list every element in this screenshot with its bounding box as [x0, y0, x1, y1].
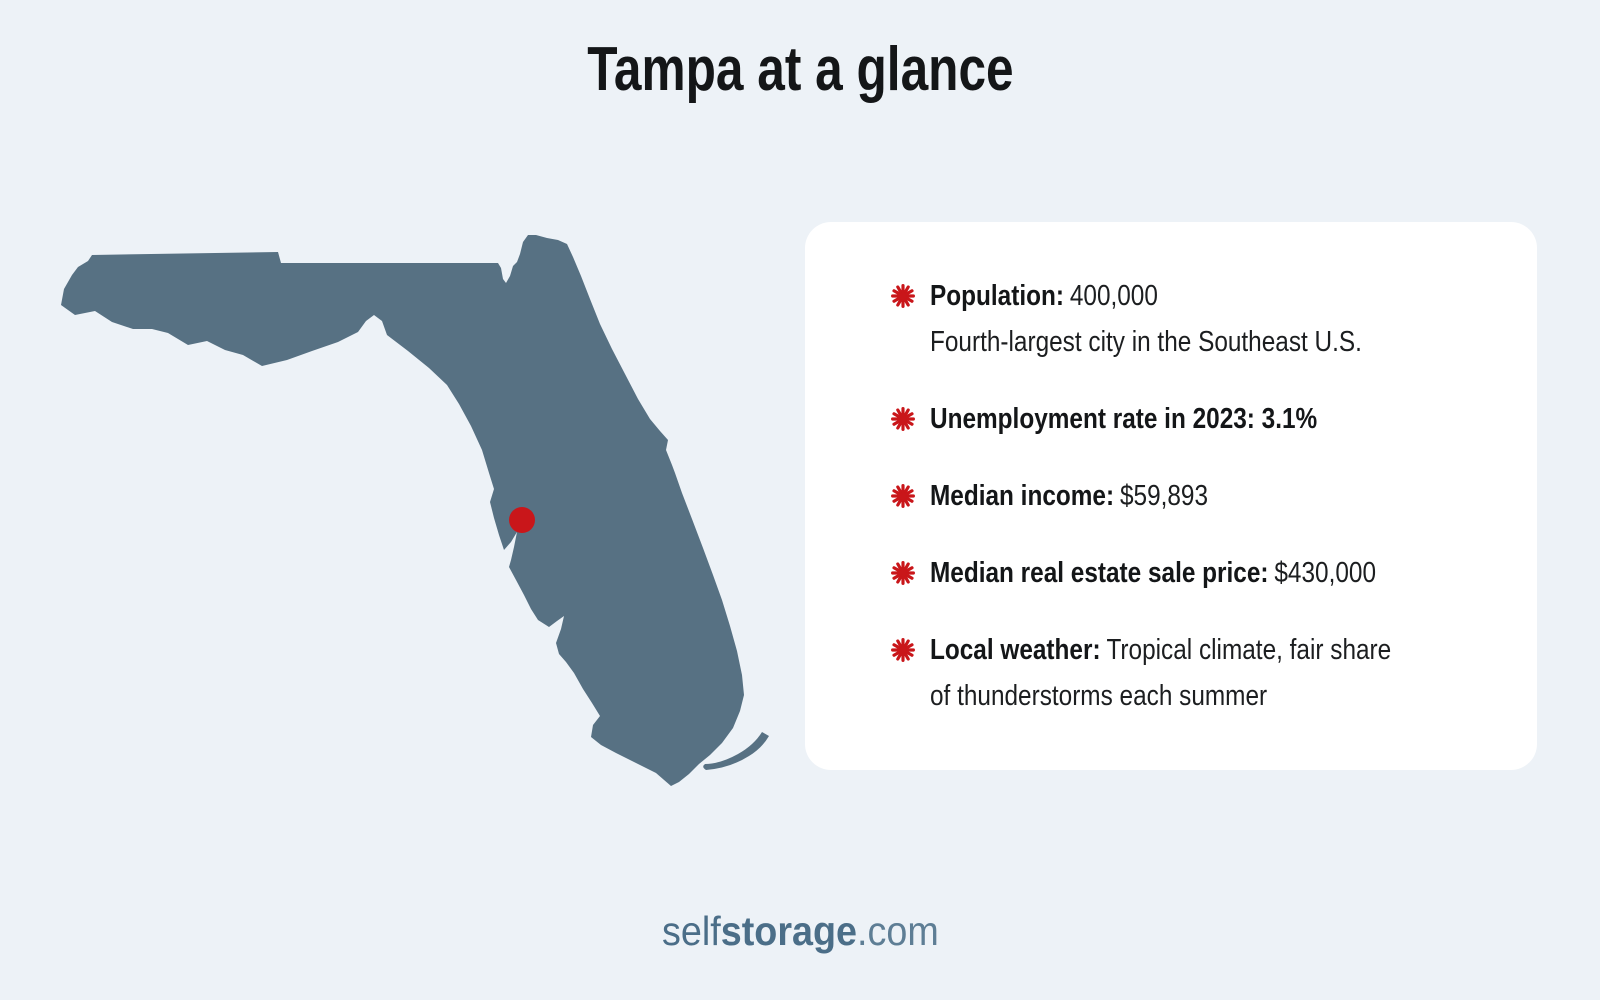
brand-storage: storage	[720, 908, 857, 954]
stats-card: Population: 400,000 Fourth-largest city i…	[805, 222, 1537, 770]
stats-list: Population: 400,000 Fourth-largest city i…	[805, 222, 1537, 719]
asterisk-bullet-icon	[890, 637, 916, 663]
asterisk-bullet-icon	[890, 560, 916, 586]
stat-value: 400,000	[1069, 280, 1158, 312]
florida-map-svg	[61, 235, 769, 786]
selfstorage-logo: selfstorage.com	[662, 908, 939, 955]
stat-item: Unemployment rate in 2023: 3.1%	[890, 396, 1507, 442]
asterisk-bullet-icon	[890, 406, 916, 432]
asterisk-bullet-icon	[890, 283, 916, 309]
florida-keys-shape	[703, 732, 769, 770]
stat-value: $430,000	[1274, 557, 1377, 589]
tampa-marker-dot	[509, 507, 535, 533]
stat-value: $59,893	[1119, 480, 1209, 512]
stat-item: Median real estate sale price: $430,000	[890, 550, 1507, 596]
stat-label: Local weather:	[930, 634, 1101, 666]
stat-label: Population:	[930, 280, 1064, 312]
stat-item: Local weather: Tropical climate, fair sha…	[890, 627, 1507, 719]
header: Tampa at a glance	[0, 34, 1600, 105]
stat-item: Median income: $59,893	[890, 473, 1507, 519]
brand-self: self	[661, 908, 721, 954]
stat-label: Median income:	[930, 480, 1115, 512]
stat-value: Tropical climate, fair share of thunders…	[930, 634, 1392, 712]
stat-label: Median real estate sale price:	[930, 557, 1269, 589]
florida-map	[55, 224, 785, 799]
stat-label: Unemployment rate in 2023: 3.1%	[930, 403, 1318, 435]
footer: selfstorage.com	[0, 908, 1600, 955]
page-title: Tampa at a glance	[586, 35, 1014, 104]
brand-dotcom: .com	[856, 908, 939, 954]
stat-subline: Fourth-largest city in the Southeast U.S…	[930, 326, 1362, 358]
florida-state-shape	[61, 235, 744, 786]
asterisk-bullet-icon	[890, 483, 916, 509]
stat-item: Population: 400,000 Fourth-largest city i…	[890, 273, 1507, 365]
